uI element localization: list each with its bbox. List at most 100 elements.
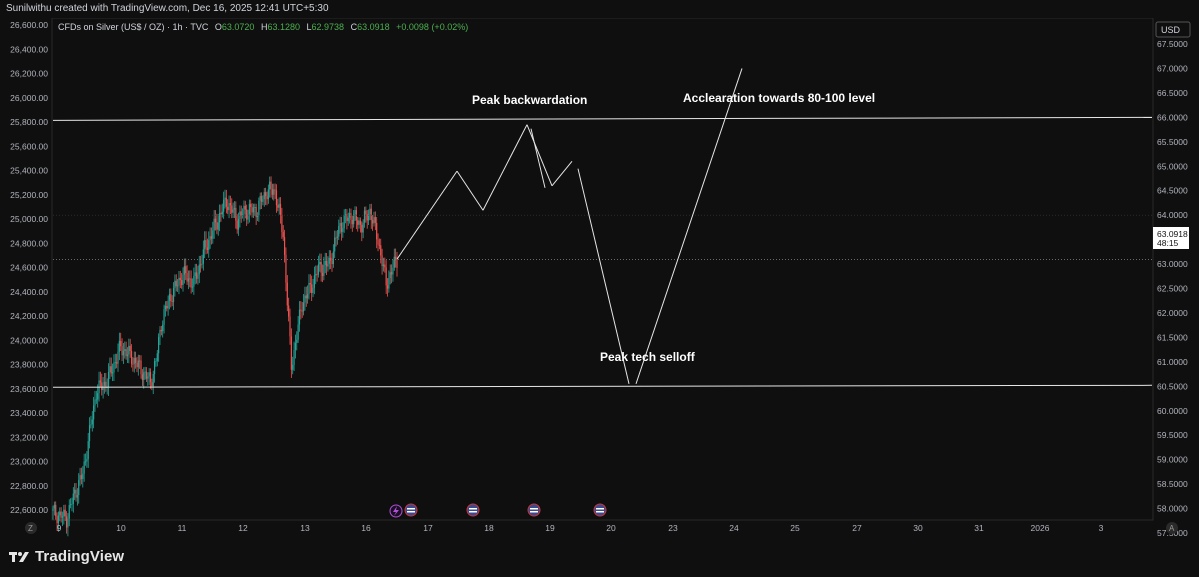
candle-body: [186, 273, 188, 282]
candle-body: [78, 480, 80, 496]
candle-body: [294, 342, 297, 350]
left-scale-label: 23,800.00: [10, 360, 48, 370]
candle-body: [220, 212, 222, 215]
candle-body: [126, 354, 129, 357]
candle-body: [334, 237, 336, 252]
candle-body: [137, 360, 139, 368]
annotation-tech-selloff[interactable]: Peak tech selloff: [600, 350, 696, 364]
currency-button[interactable]: [1155, 21, 1191, 38]
candle-body: [313, 275, 315, 288]
candle-body: [205, 240, 207, 248]
zoom-icon[interactable]: [25, 522, 37, 534]
candle-body: [344, 214, 347, 216]
candle-body: [365, 210, 367, 215]
candle-body: [79, 475, 81, 481]
left-price-scale[interactable]: 26,600.00 26,400.00 26,200.00 26,000.00 25,8…: [10, 20, 48, 515]
annotation-peak-backwardation[interactable]: Peak backwardation: [472, 93, 587, 107]
candle-body: [311, 284, 313, 293]
candle-body: [59, 511, 61, 516]
candle-body: [128, 345, 130, 355]
right-scale-label: 59.5000: [1157, 430, 1188, 440]
auto-scale-icon[interactable]: [1166, 522, 1178, 534]
plot-pane[interactable]: [51, 17, 1154, 521]
candle-body: [273, 189, 275, 195]
candle-body: [263, 192, 265, 200]
candle-body: [195, 272, 198, 279]
candle-body: [183, 266, 185, 275]
flag-stripe: [596, 508, 604, 510]
candle-body: [217, 222, 219, 230]
candle-body: [267, 189, 269, 200]
candle-body: [372, 220, 374, 224]
candle-body: [254, 207, 256, 208]
candle-body: [339, 223, 341, 227]
candle-body: [201, 263, 203, 265]
us-flag-event-icon: [466, 503, 480, 517]
candle-body: [135, 358, 137, 363]
candle-body: [129, 345, 131, 351]
candle-body: [121, 346, 123, 356]
candle-body: [348, 213, 351, 218]
candle-body: [179, 277, 181, 281]
chart-area[interactable]: 26,600.00 26,400.00 26,200.00 26,000.00 25,8…: [0, 17, 1199, 577]
candle-body: [353, 214, 355, 225]
candle-body: [130, 350, 133, 364]
time-axis-label: 19: [545, 523, 555, 533]
candle-body: [163, 309, 165, 325]
candle-body: [378, 244, 380, 246]
candle-body: [396, 260, 398, 268]
candle-body: [308, 282, 310, 295]
candle-body: [240, 211, 242, 216]
right-scale-label: 63.0000: [1157, 259, 1188, 269]
candle-body: [307, 294, 309, 299]
candle-body: [213, 218, 215, 231]
candle-body: [151, 382, 153, 387]
flag-stripe: [469, 508, 477, 510]
resistance-level-line: [52, 116, 1153, 121]
candle-body: [74, 489, 76, 494]
annotation-acceleration[interactable]: Acclearation towards 80-100 level: [683, 91, 875, 105]
right-scale-label: 61.0000: [1157, 357, 1188, 367]
right-price-scale[interactable]: 67.5000 67.0000 66.5000 66.0000 65.5000 65.00…: [1157, 39, 1188, 577]
candle-body: [367, 213, 370, 221]
candle-body: [101, 382, 103, 390]
candle-body: [392, 267, 394, 275]
candle-body: [148, 372, 150, 377]
candle-body: [70, 504, 72, 506]
time-axis-label: 9: [57, 523, 62, 533]
candle-body: [382, 264, 385, 267]
left-scale-label: 26,000.00: [10, 93, 48, 103]
candle-body: [277, 205, 279, 208]
left-scale-label: 24,200.00: [10, 311, 48, 321]
time-axis[interactable]: 9 10 11 12 13 16 17 18 19 20 23 24 25 27 30 31 2026 3: [57, 523, 1104, 533]
tradingview-brand[interactable]: TradingView: [9, 548, 124, 565]
candle-body: [221, 211, 223, 215]
candle-body: [237, 218, 240, 230]
candle-body: [275, 190, 278, 206]
candle-body: [218, 212, 221, 223]
time-axis-label: 31: [974, 523, 984, 533]
candle-body: [63, 509, 65, 517]
left-scale-label: 23,400.00: [10, 408, 48, 418]
right-scale-label: 58.0000: [1157, 504, 1188, 514]
candle-body: [132, 363, 134, 365]
chart-canvas[interactable]: 26,600.00 26,400.00 26,200.00 26,000.00 25,8…: [0, 17, 1199, 577]
candle-body: [212, 230, 214, 239]
candle-body: [83, 461, 85, 474]
candle-body: [301, 310, 303, 312]
candle-body: [208, 240, 210, 251]
candle-body: [290, 336, 292, 370]
candle-body: [72, 493, 74, 504]
axis-corner-left: Z: [28, 524, 33, 533]
candle-body: [156, 353, 158, 362]
candle-body: [256, 215, 259, 218]
candle-body: [271, 189, 274, 195]
left-scale-label: 23,600.00: [10, 384, 48, 394]
candle-body: [122, 350, 125, 356]
candle-body: [292, 364, 294, 370]
candle-body: [274, 189, 276, 191]
candle-body: [113, 362, 115, 373]
time-axis-label: 20: [606, 523, 616, 533]
candle-body: [236, 220, 238, 230]
